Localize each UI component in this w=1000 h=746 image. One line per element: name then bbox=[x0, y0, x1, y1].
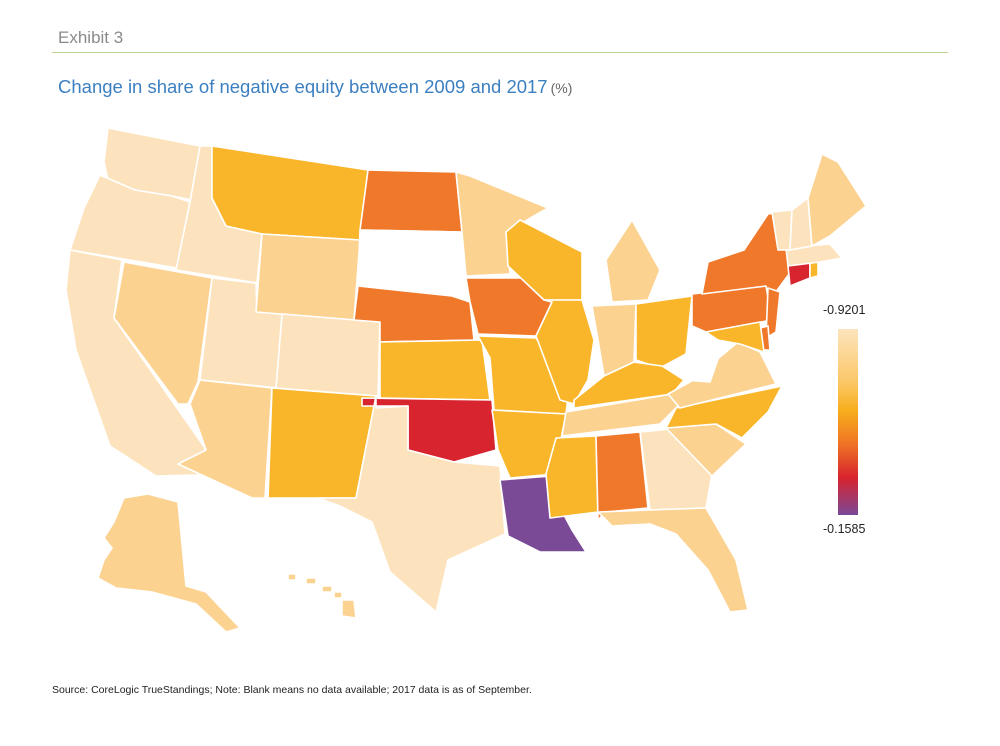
state-nc bbox=[665, 385, 783, 439]
state-oh bbox=[635, 295, 693, 369]
state-tn bbox=[561, 393, 689, 437]
state-tx bbox=[317, 395, 506, 613]
legend-color-bar bbox=[838, 329, 858, 515]
state-mt bbox=[211, 145, 369, 241]
state-ma bbox=[785, 243, 843, 267]
state-fl bbox=[597, 507, 749, 613]
title-unit: (%) bbox=[550, 80, 573, 96]
state-ri bbox=[809, 261, 819, 279]
state-ak bbox=[97, 493, 241, 633]
source-note: Source: CoreLogic TrueStandings; Note: B… bbox=[52, 684, 532, 696]
state-co bbox=[275, 313, 381, 397]
legend-max-label: -0.9201 bbox=[823, 303, 866, 317]
state-nj bbox=[765, 287, 781, 339]
state-ky bbox=[573, 361, 685, 409]
legend-min-label: -0.1585 bbox=[823, 522, 866, 536]
state-sd bbox=[357, 229, 467, 297]
state-nd bbox=[359, 169, 463, 233]
state-wy bbox=[255, 233, 361, 321]
header-rule bbox=[52, 52, 948, 53]
title-text: Change in share of negative equity betwe… bbox=[58, 76, 548, 97]
state-ar bbox=[491, 409, 567, 479]
state-mi bbox=[605, 219, 661, 303]
state-ks bbox=[379, 339, 491, 401]
state-hi bbox=[287, 573, 357, 619]
state-ca bbox=[65, 249, 206, 477]
state-va bbox=[667, 341, 777, 409]
state-wv bbox=[683, 329, 725, 383]
state-me bbox=[807, 153, 867, 247]
state-al bbox=[595, 431, 649, 521]
state-md bbox=[705, 321, 765, 353]
page-title: Change in share of negative equity betwe… bbox=[58, 76, 572, 98]
exhibit-label: Exhibit 3 bbox=[58, 28, 124, 47]
state-ms bbox=[545, 435, 599, 519]
